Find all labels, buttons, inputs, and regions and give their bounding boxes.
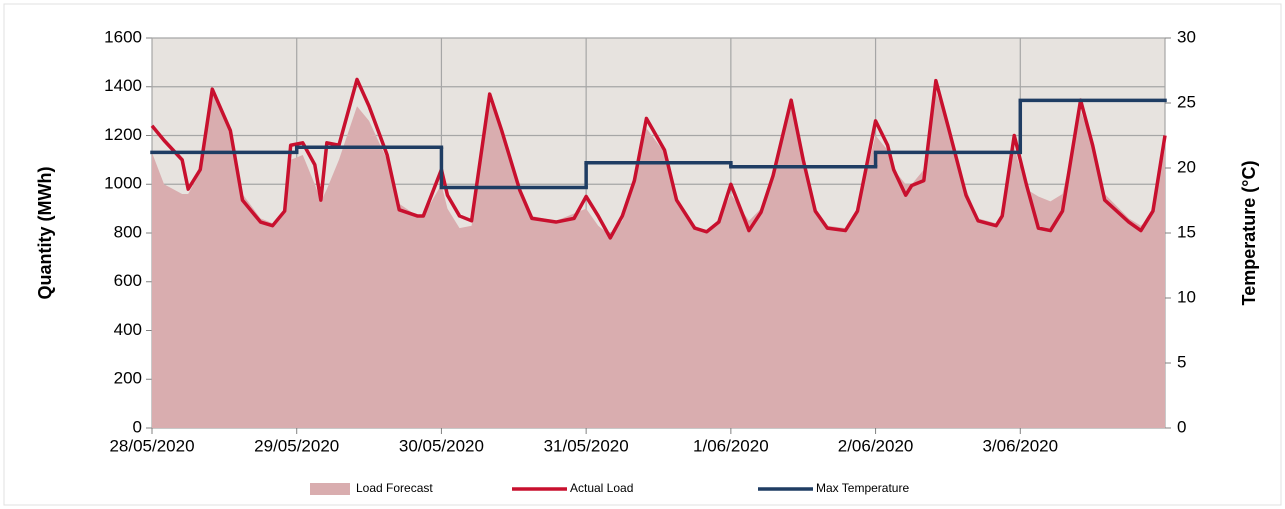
x-tick-label: 28/05/2020: [109, 436, 194, 455]
y2-tick-label: 0: [1177, 417, 1186, 436]
x-tick-label: 1/06/2020: [693, 436, 769, 455]
y-tick-label: 800: [114, 222, 142, 241]
y2-tick-label: 10: [1177, 287, 1196, 306]
actual-load-line: [150, 77, 1167, 240]
y2-tick-label: 15: [1177, 222, 1196, 241]
legend-label: Load Forecast: [356, 481, 433, 495]
legend-label: Max Temperature: [816, 481, 909, 495]
y-tick-label: 1000: [104, 174, 142, 193]
y-tick-label: 200: [114, 369, 142, 388]
y2-tick-label: 5: [1177, 352, 1186, 371]
x-tick-label: 29/05/2020: [254, 436, 339, 455]
y-tick-label: 1200: [104, 125, 142, 144]
y-tick-label: 600: [114, 271, 142, 290]
y-tick-label: 1400: [104, 76, 142, 95]
x-tick-label: 3/06/2020: [982, 436, 1058, 455]
y2-tick-label: 20: [1177, 157, 1196, 176]
y-tick-label: 0: [133, 417, 142, 436]
x-tick-label: 2/06/2020: [838, 436, 914, 455]
x-tick-label: 31/05/2020: [544, 436, 629, 455]
forecast-area: [152, 91, 1165, 428]
y-tick-label: 1600: [104, 27, 142, 46]
y2-tick-label: 25: [1177, 92, 1196, 111]
y2-tick-label: 30: [1177, 27, 1196, 46]
x-tick-label: 30/05/2020: [399, 436, 484, 455]
y-axis-label: Quantity (MWh): [35, 167, 55, 300]
legend-label: Actual Load: [570, 481, 633, 495]
y2-axis-label: Temperature (°C): [1239, 161, 1259, 306]
y-tick-label: 400: [114, 320, 142, 339]
legend-swatch: [310, 483, 350, 495]
